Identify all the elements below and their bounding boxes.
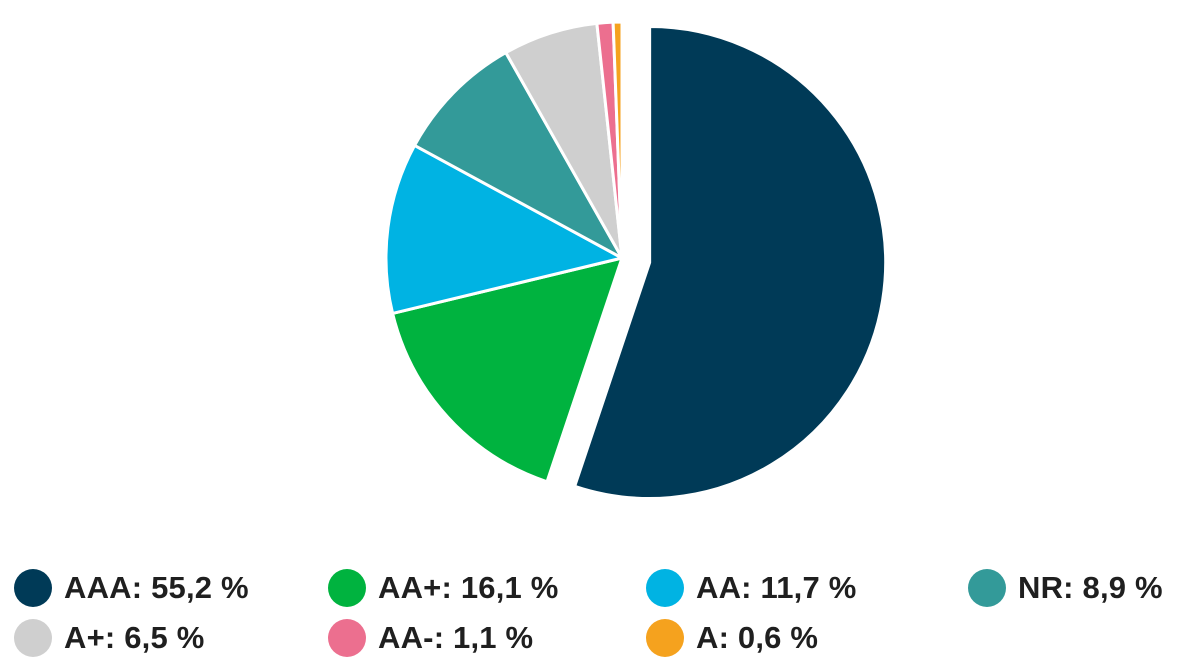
pie-chart bbox=[384, 20, 888, 501]
legend-swatch-aa bbox=[646, 569, 684, 607]
legend-item-nr: NR: 8,9 % bbox=[968, 566, 1163, 610]
legend-label-a-plus: A+: 6,5 % bbox=[64, 620, 205, 655]
pie-slice-aaa bbox=[573, 25, 888, 501]
legend-swatch-a bbox=[646, 619, 684, 657]
legend: AAA: 55,2 % AA+: 16,1 % AA: 11,7 % NR: 8… bbox=[0, 560, 1200, 666]
legend-label-aaa: AAA: 55,2 % bbox=[64, 570, 249, 605]
legend-item-aa: AA: 11,7 % bbox=[646, 566, 857, 610]
pie-slice-aa-plus bbox=[391, 256, 624, 484]
legend-swatch-aaa bbox=[14, 569, 52, 607]
legend-label-aa: AA: 11,7 % bbox=[696, 570, 857, 605]
legend-item-aaa: AAA: 55,2 % bbox=[14, 566, 249, 610]
pie-slice-nr bbox=[413, 51, 624, 260]
legend-swatch-nr bbox=[968, 569, 1006, 607]
legend-label-aa-minus: AA-: 1,1 % bbox=[378, 620, 534, 655]
legend-item-a-plus: A+: 6,5 % bbox=[14, 616, 205, 660]
legend-swatch-aa-minus bbox=[328, 619, 366, 657]
pie-slice-aa bbox=[384, 143, 624, 315]
legend-swatch-a-plus bbox=[14, 619, 52, 657]
legend-swatch-aa-plus bbox=[328, 569, 366, 607]
legend-label-nr: NR: 8,9 % bbox=[1018, 570, 1163, 605]
legend-item-aa-minus: AA-: 1,1 % bbox=[328, 616, 533, 660]
pie-slice-a bbox=[611, 20, 624, 260]
legend-item-a: A: 0,6 % bbox=[646, 616, 818, 660]
legend-label-a: A: 0,6 % bbox=[696, 620, 819, 655]
legend-label-aa-plus: AA+: 16,1 % bbox=[378, 570, 559, 605]
legend-item-aa-plus: AA+: 16,1 % bbox=[328, 566, 559, 610]
